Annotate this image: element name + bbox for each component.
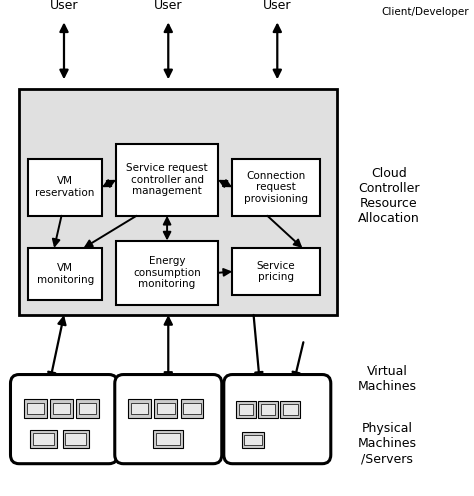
Bar [28, 248, 102, 300]
Bar [232, 248, 320, 295]
Bar [128, 399, 151, 418]
Text: Client/Developer: Client/Developer [382, 7, 469, 17]
FancyBboxPatch shape [10, 374, 118, 464]
Bar [63, 430, 89, 448]
Bar [183, 403, 201, 415]
Text: User: User [154, 0, 182, 12]
Bar [258, 401, 278, 418]
Bar [154, 430, 183, 448]
Text: Service request
controller and
management: Service request controller and managemen… [126, 163, 208, 196]
Bar [27, 403, 44, 415]
Text: Virtual
Machines: Virtual Machines [358, 366, 417, 393]
Bar [76, 399, 99, 418]
FancyBboxPatch shape [224, 374, 331, 464]
FancyBboxPatch shape [115, 374, 222, 464]
Bar [116, 144, 218, 216]
Text: Cloud
Controller
Resource
Allocation: Cloud Controller Resource Allocation [358, 167, 419, 225]
Bar [242, 432, 264, 448]
Bar [232, 159, 320, 216]
Text: Service
pricing: Service pricing [257, 261, 295, 282]
Text: VM
monitoring: VM monitoring [36, 263, 94, 285]
Bar [181, 399, 203, 418]
Bar [131, 403, 148, 415]
Bar [65, 433, 86, 445]
Bar [30, 430, 57, 448]
Bar [281, 401, 300, 418]
Text: User: User [50, 0, 78, 12]
Bar [53, 403, 70, 415]
Bar [28, 159, 102, 216]
Bar [244, 434, 262, 445]
Bar [116, 241, 218, 305]
Bar [33, 433, 54, 445]
Bar [155, 399, 177, 418]
Text: Connection
request
provisioning: Connection request provisioning [244, 171, 308, 204]
Bar [79, 403, 96, 415]
Bar [50, 399, 73, 418]
Bar [19, 89, 337, 315]
Text: VM
reservation: VM reservation [36, 177, 95, 198]
Bar [157, 403, 174, 415]
Text: User: User [263, 0, 292, 12]
Bar [261, 404, 275, 415]
Bar [236, 401, 255, 418]
Bar [156, 433, 180, 445]
Text: Physical
Machines
/Servers: Physical Machines /Servers [358, 423, 417, 465]
Bar [24, 399, 47, 418]
Text: Energy
consumption
monitoring: Energy consumption monitoring [133, 256, 201, 289]
Bar [238, 404, 254, 415]
Bar [283, 404, 298, 415]
